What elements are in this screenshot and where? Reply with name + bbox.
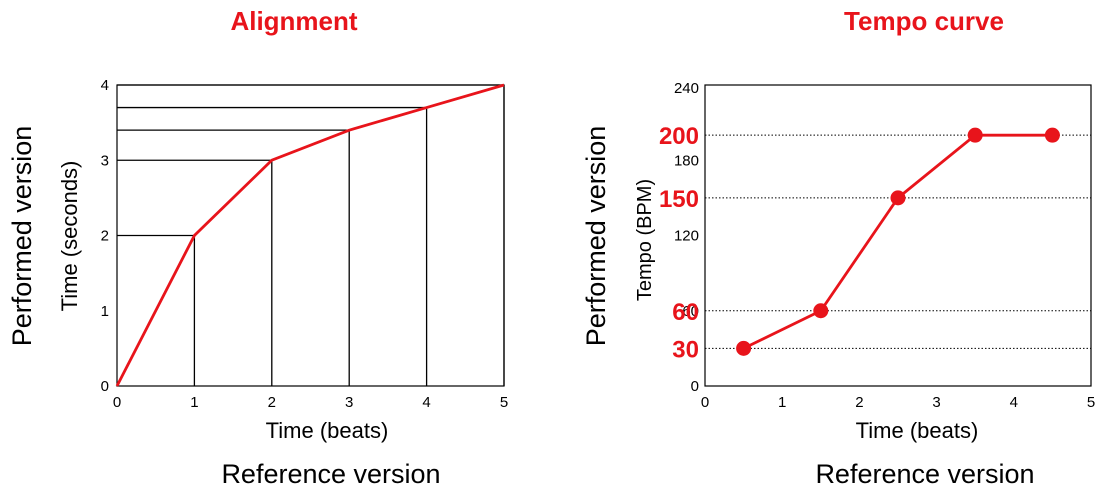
alignment-y-tick-label: 2 [101,228,109,245]
alignment-x-tick-label: 5 [500,394,508,411]
alignment-curve [115,83,505,387]
tempo-curve [742,133,1053,350]
alignment-y-ticks: 0 1 2 3 4 [101,77,109,395]
alignment-x-ticks: 0 1 2 3 4 5 [113,394,508,411]
tempo-x-tick-label: 2 [855,394,863,411]
alignment-outer-x-label: Reference version [221,459,440,489]
alignment-chart-title: Alignment [230,6,357,36]
tempo-plot-frame [704,84,1092,387]
tempo-outer-x-label: Reference version [815,459,1034,489]
tempo-x-ticks: 0 1 2 3 4 5 [701,394,1095,411]
alignment-x-axis-label: Time (beats) [266,418,389,443]
tempo-x-tick-label: 3 [932,394,940,411]
alignment-x-tick-label: 1 [190,394,198,411]
tempo-y-tick-label: 60 [682,303,699,320]
tempo-dotted-grid [705,134,1091,349]
alignment-guide-lines [117,84,505,386]
tempo-data-point [813,303,829,319]
tempo-highlight-tick-label: 200 [659,123,699,150]
alignment-y-tick-label: 0 [101,378,109,395]
tempo-y-tick-label: 240 [674,80,699,97]
alignment-y-tick-label: 1 [101,303,109,320]
tempo-outer-y-label: Performed version [581,126,611,347]
alignment-chart: Alignment 0 1 2 3 4 5 0 1 2 3 4 Time (beats) Time… [7,6,508,489]
alignment-x-tick-label: 2 [268,394,276,411]
tempo-y-tick-label: 120 [674,228,699,245]
tempo-highlight-tick-label: 30 [672,336,699,363]
tempo-y-ticks: 0 60 120 180 240 [674,80,699,395]
tempo-y-tick-label: 180 [674,152,699,169]
tempo-y-tick-label: 0 [691,378,699,395]
alignment-y-tick-label: 3 [101,152,109,169]
alignment-x-tick-label: 4 [422,394,430,411]
tempo-x-tick-label: 1 [778,394,786,411]
alignment-outer-y-label: Performed version [7,126,37,347]
tempo-x-axis-label: Time (beats) [856,418,979,443]
tempo-x-tick-label: 5 [1087,394,1095,411]
tempo-x-tick-label: 4 [1010,394,1018,411]
tempo-data-point [890,190,906,206]
tempo-data-point [736,340,752,356]
alignment-y-axis-label: Time (seconds) [57,161,82,312]
tempo-points [736,127,1060,356]
tempo-x-tick-label: 0 [701,394,709,411]
tempo-y-axis-label: Tempo (BPM) [634,179,656,301]
alignment-y-tick-label: 4 [101,77,109,94]
tempo-highlight-tick-label: 150 [659,186,699,213]
alignment-x-tick-label: 3 [345,394,353,411]
tempo-highlight-ticks: 30 60 150 200 [659,123,699,363]
alignment-x-tick-label: 0 [113,394,121,411]
alignment-plot-frame [116,84,505,387]
tempo-data-point [1044,127,1060,143]
tempo-data-point [967,127,983,143]
tempo-highlight-tick-label: 60 [672,299,699,326]
tempo-chart-title: Tempo curve [844,6,1004,36]
